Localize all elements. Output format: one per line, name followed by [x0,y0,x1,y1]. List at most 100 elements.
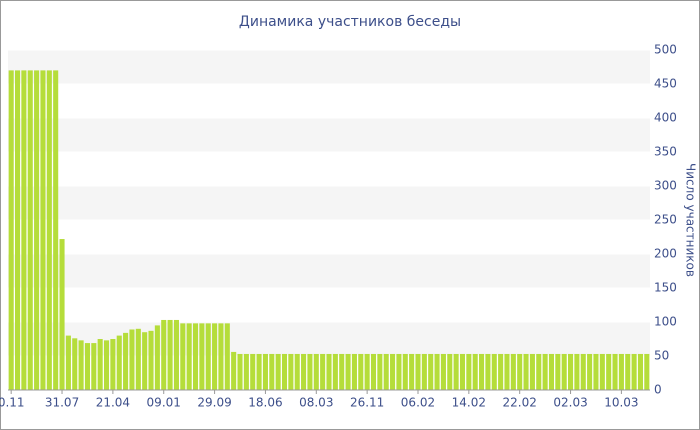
bar [618,353,624,390]
bar [269,353,275,390]
bar [14,70,21,391]
bar [262,353,268,390]
x-tick-label: 09.01 [147,396,181,410]
bar [129,329,135,390]
bar [364,353,370,390]
bar [498,353,504,390]
bar [154,325,160,390]
bar [517,353,523,390]
y-tick-label: 500 [654,43,677,57]
bar [415,353,421,390]
x-tick-label: 10.03 [604,396,638,410]
grid-band [8,50,650,84]
bar [46,70,52,391]
bar [587,353,593,390]
x-tick-label: 14.02 [452,396,486,410]
bar [59,239,65,390]
bar [447,353,453,390]
bar [34,70,40,391]
bar [135,328,141,390]
bar [434,353,440,390]
bar [472,353,478,390]
bar [351,353,357,390]
grid-band [8,186,650,220]
bar [612,353,618,390]
y-tick-label: 50 [654,349,669,363]
y-tick-label: 200 [654,247,677,261]
grid-band [8,254,650,288]
bar [313,353,319,390]
bar [428,353,434,390]
bar [523,353,529,390]
bar [97,339,103,390]
bar [326,353,332,390]
y-tick-label: 100 [654,315,677,329]
bar [548,353,555,390]
bar [593,353,599,390]
bar [288,353,294,390]
bar [383,353,389,390]
y-tick-label: 150 [654,281,677,295]
bar [231,351,237,390]
bar [466,353,472,390]
bar [440,353,446,390]
x-tick-label: 02.03 [553,396,587,410]
bar [148,330,154,390]
bar [8,70,14,391]
bar [53,70,59,391]
bar [485,353,491,390]
bar [599,353,605,390]
bar [631,353,637,390]
bar [370,353,377,390]
bar [390,353,396,390]
x-tick-label: 26.11 [350,396,384,410]
bar [142,332,148,390]
bar [555,353,561,390]
x-tick-label: 08.03 [299,396,333,410]
bar [27,70,33,391]
bar [91,343,97,390]
bar [396,353,402,390]
bar [320,353,326,390]
bar [281,353,288,390]
bar [199,323,205,390]
bar [110,339,116,390]
bar [606,353,612,390]
chart-title: Динамика участников беседы [239,14,461,30]
y-tick-label: 250 [654,213,677,227]
bar [561,353,567,390]
bar [192,323,199,390]
bar [250,353,256,390]
bar [256,353,262,390]
bar [332,353,338,390]
bar [421,353,427,390]
y-tick-label: 450 [654,77,677,91]
bar [173,319,179,390]
x-tick-label: 06.02 [401,396,435,410]
grid-band [8,118,650,152]
x-tick-label: 29.09 [197,396,231,410]
bar [536,353,542,390]
bar [301,353,307,390]
bar [504,353,510,390]
bar [339,353,345,390]
bar [186,323,192,390]
x-tick-label: 18.06 [248,396,282,410]
bar [307,353,313,390]
bar [167,319,173,390]
bar [40,70,46,391]
bar [580,353,586,390]
bar [294,353,300,390]
bar [568,353,574,390]
x-tick-label: 0.11 [0,396,25,410]
bar [275,353,281,390]
bar [542,353,548,390]
y-axis-label: Число участников [684,163,698,277]
bar [205,323,211,390]
bar [116,335,122,390]
bar [218,323,224,390]
bar [224,323,230,390]
bar [529,353,535,390]
bar [402,353,408,390]
bar [345,353,351,390]
